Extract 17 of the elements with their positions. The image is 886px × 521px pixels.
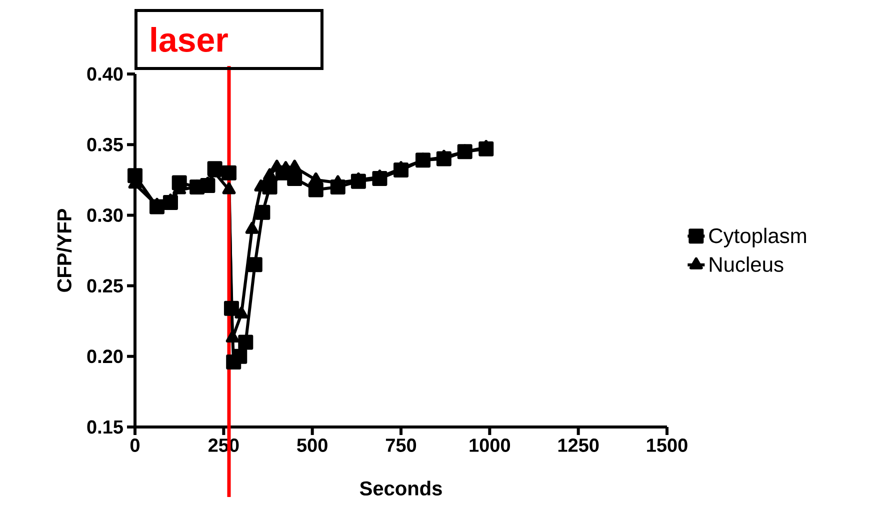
x-axis-title: Seconds (360, 480, 442, 496)
y-tick-label: 0.20 (87, 350, 123, 364)
x-tick-label: 750 (386, 438, 416, 452)
x-tick-label: 1500 (647, 438, 688, 452)
legend-label: Nucleus (710, 256, 784, 272)
y-tick-label: 0.15 (87, 420, 123, 434)
x-tick-label: 0 (130, 438, 140, 452)
x-tick-label: 500 (297, 438, 328, 452)
y-tick-label: 0.30 (87, 208, 123, 222)
ref-line-label: laser (151, 27, 228, 52)
y-tick-label: 0.40 (87, 67, 123, 81)
x-tick-label: 1000 (470, 438, 510, 452)
x-tick-label: 1250 (558, 438, 599, 452)
y-axis-title: CFP/YFP (56, 208, 72, 292)
y-tick-label: 0.25 (87, 279, 123, 293)
y-tick-label: 0.35 (87, 138, 123, 152)
legend-label: Cytoplasm (709, 228, 806, 248)
